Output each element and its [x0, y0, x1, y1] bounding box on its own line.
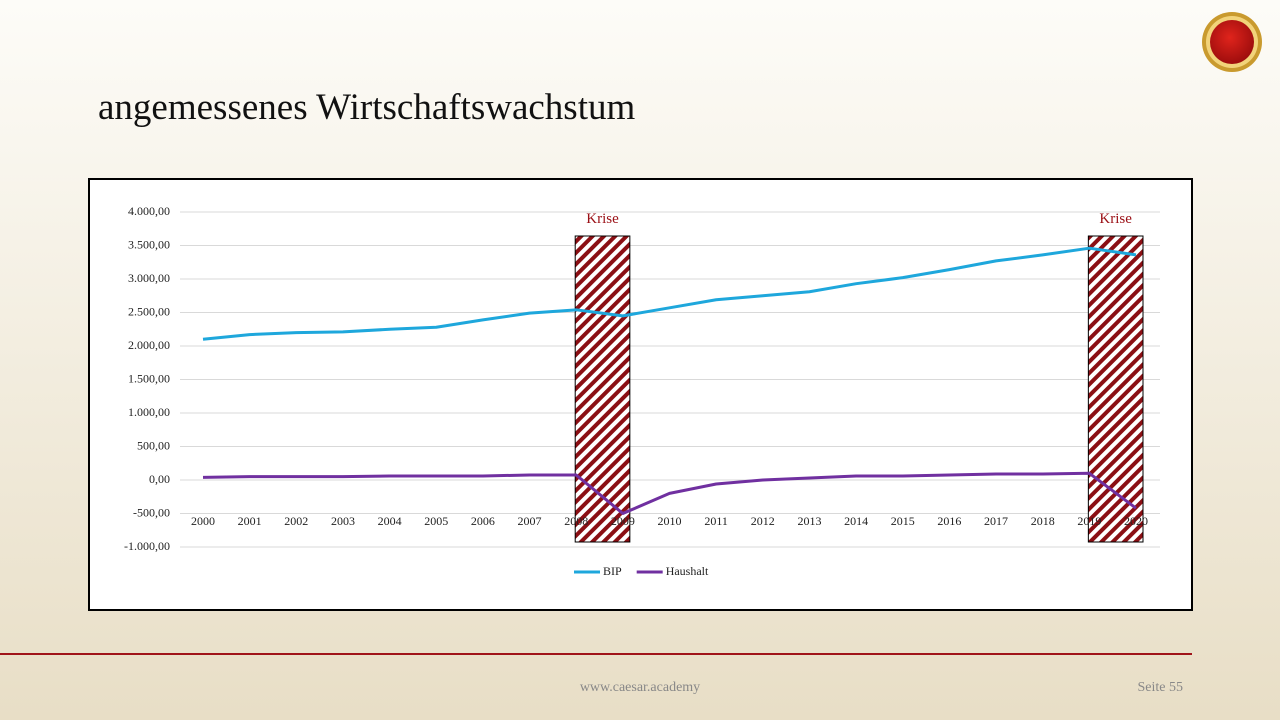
- x-tick-label: 2010: [658, 514, 682, 528]
- footer-url: www.caesar.academy: [580, 680, 700, 695]
- y-tick-label: 2.500,00: [128, 304, 170, 318]
- y-tick-label: 1.000,00: [128, 405, 170, 419]
- y-tick-label: 1.500,00: [128, 371, 170, 385]
- y-tick-label: -1.000,00: [124, 539, 170, 553]
- annotation: Krise: [586, 211, 619, 227]
- chart-frame: [88, 178, 1193, 611]
- crisis-region: [574, 235, 631, 543]
- y-tick-label: 3.500,00: [128, 237, 170, 251]
- y-tick-label: 500,00: [137, 438, 170, 452]
- series-line: [202, 471, 1137, 515]
- y-tick-label: 2.000,00: [128, 338, 170, 352]
- x-tick-label: 2015: [891, 514, 915, 528]
- y-tick-label: -500,00: [133, 505, 170, 519]
- x-tick-label: 2014: [844, 514, 868, 528]
- x-tick-label: 2016: [937, 514, 961, 528]
- x-tick-label: 2018: [1031, 514, 1055, 528]
- chart: -1.000,00 -500,00 0,00 500,00 1.000,00 1.500,…: [124, 204, 1160, 578]
- page-number: Seite 55: [1138, 680, 1184, 695]
- slide-title: angemessenes Wirtschaftswachstum: [98, 87, 635, 128]
- x-tick-label: 2012: [751, 514, 775, 528]
- y-tick-label: 0,00: [149, 472, 170, 486]
- crisis-region: [1087, 235, 1144, 543]
- logo: [1210, 20, 1254, 64]
- x-tick-label: 2013: [797, 514, 821, 528]
- x-tick-label: 2017: [984, 514, 1008, 528]
- x-tick-label: 2001: [238, 514, 262, 528]
- x-tick-label: 2019: [1077, 514, 1101, 528]
- x-tick-label: 2003: [331, 514, 355, 528]
- legend-label: Haushalt: [666, 564, 709, 578]
- y-tick-label: 4.000,00: [128, 204, 170, 218]
- x-tick-label: 2020: [1124, 514, 1148, 528]
- x-tick-label: 2008: [564, 514, 588, 528]
- series-line: [202, 246, 1137, 341]
- x-tick-label: 2011: [704, 514, 728, 528]
- y-tick-label: 3.000,00: [128, 271, 170, 285]
- x-tick-label: 2005: [424, 514, 448, 528]
- legend-label: BIP: [603, 564, 622, 578]
- x-tick-label: 2009: [611, 514, 635, 528]
- x-tick-label: 2007: [518, 514, 542, 528]
- x-tick-label: 2000: [191, 514, 215, 528]
- x-tick-label: 2006: [471, 514, 495, 528]
- x-tick-label: 2004: [378, 514, 402, 528]
- x-tick-label: 2002: [284, 514, 308, 528]
- annotation: Krise: [1099, 211, 1132, 227]
